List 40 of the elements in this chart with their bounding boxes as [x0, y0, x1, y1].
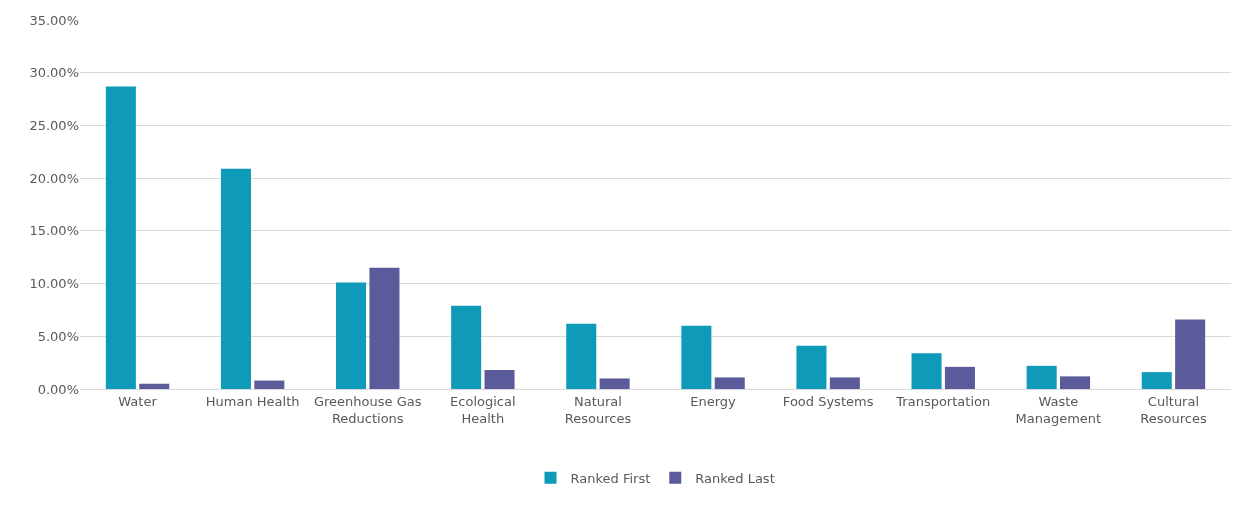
x-tick-label: Human Health	[205, 393, 300, 409]
y-tick-label: 25.00%	[29, 117, 79, 133]
bar	[566, 323, 597, 389]
bar	[336, 282, 367, 389]
y-tick-label: 35.00%	[29, 12, 79, 28]
bar	[796, 345, 827, 389]
bar	[369, 267, 400, 389]
legend-label: Ranked First	[570, 470, 651, 486]
bar	[105, 86, 136, 389]
bar	[681, 325, 712, 389]
bar	[139, 383, 170, 389]
bar	[911, 353, 942, 389]
x-tick-label: Cultural Resources	[1140, 393, 1207, 426]
y-tick-label: 10.00%	[29, 276, 79, 292]
x-tick-label: Energy	[690, 393, 737, 409]
x-tick-label: Natural Resources	[564, 393, 632, 426]
y-tick-label: 15.00%	[29, 223, 79, 239]
bar	[1026, 365, 1057, 389]
y-tick-label: 20.00%	[29, 170, 79, 186]
bar	[451, 305, 482, 389]
bar	[484, 370, 515, 389]
x-tick-label: Ecological Health	[450, 393, 516, 426]
bar	[1175, 319, 1206, 389]
bar	[1060, 376, 1091, 389]
legend-label: Ranked Last	[695, 470, 775, 486]
bar	[599, 378, 630, 389]
bar	[220, 168, 251, 389]
x-tick-label: Waste Management	[1015, 393, 1102, 426]
bar	[944, 366, 975, 389]
bar	[1141, 372, 1172, 389]
x-tick-label: Greenhouse Gas Reductions	[313, 393, 422, 426]
x-tick-label: Transportation	[895, 393, 991, 409]
y-tick-label: 30.00%	[29, 65, 79, 81]
x-tick-label: Food Systems	[782, 393, 874, 409]
x-tick-label: Water	[118, 393, 158, 409]
bar	[714, 377, 745, 389]
y-tick-label: 5.00%	[37, 328, 79, 344]
bar	[829, 377, 860, 389]
y-tick-label: 0.00%	[37, 381, 79, 397]
bar	[254, 380, 285, 389]
